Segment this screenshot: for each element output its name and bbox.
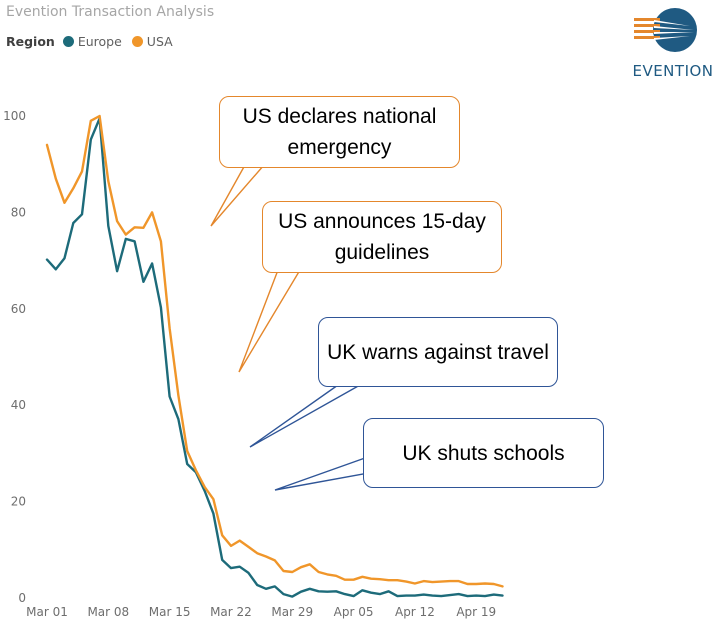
y-tick-label-60: 60 — [11, 302, 26, 316]
x-tick-label-1: Mar 08 — [87, 605, 129, 619]
legend-usa-label: USA — [146, 34, 173, 49]
x-tick-label-2: Mar 15 — [149, 605, 191, 619]
series-line-europe — [45, 117, 504, 598]
annotation-us-15-day-guidelines: US announces 15-day guidelines — [262, 201, 502, 273]
evention-logo-icon — [634, 8, 697, 52]
y-tick-label-80: 80 — [11, 205, 26, 219]
annotation-uk-shuts-schools: UK shuts schools — [363, 418, 604, 488]
x-tick-label-5: Apr 05 — [334, 605, 374, 619]
legend-item-usa[interactable]: USA — [131, 34, 173, 49]
annotation-uk-shuts-schools-text: UK shuts schools — [402, 441, 565, 465]
x-tick-label-0: Mar 01 — [26, 605, 68, 619]
y-tick-label-0: 0 — [18, 591, 26, 605]
chart-title: Evention Transaction Analysis — [6, 4, 215, 20]
legend-item-europe[interactable]: Europe — [62, 34, 122, 49]
legend-label: Region — [6, 34, 55, 49]
europe-dot-icon — [62, 36, 74, 47]
annotation-us-national-emergency: US declares national emergency — [219, 96, 460, 168]
legend-europe-label: Europe — [77, 34, 122, 49]
pointer-15-day-guidelines — [238, 269, 301, 373]
x-tick-label-4: Mar 29 — [271, 605, 313, 619]
evention-logo: EVENTION — [630, 6, 716, 86]
y-tick-label-40: 40 — [11, 398, 26, 412]
x-tick-label-3: Mar 22 — [210, 605, 252, 619]
annotation-us-15-day-guidelines-text: US announces 15-day guidelines — [278, 210, 486, 264]
series-line-usa — [45, 114, 504, 588]
annotation-uk-warns-travel: UK warns against travel — [318, 317, 558, 387]
logo-text: EVENTION — [632, 62, 714, 80]
y-tick-label-20: 20 — [11, 495, 26, 509]
pointer-national-emergency — [210, 164, 265, 227]
legend: Region Europe USA — [6, 34, 183, 49]
y-tick-label-100: 100 — [3, 109, 26, 123]
annotation-uk-warns-travel-text: UK warns against travel — [327, 340, 549, 364]
x-tick-label-6: Apr 12 — [395, 605, 435, 619]
usa-dot-icon — [131, 36, 143, 47]
x-tick-label-7: Apr 19 — [456, 605, 496, 619]
pointer-uk-travel — [249, 384, 361, 448]
annotation-us-national-emergency-text: US declares national emergency — [242, 105, 437, 159]
pointer-uk-schools — [274, 457, 386, 491]
